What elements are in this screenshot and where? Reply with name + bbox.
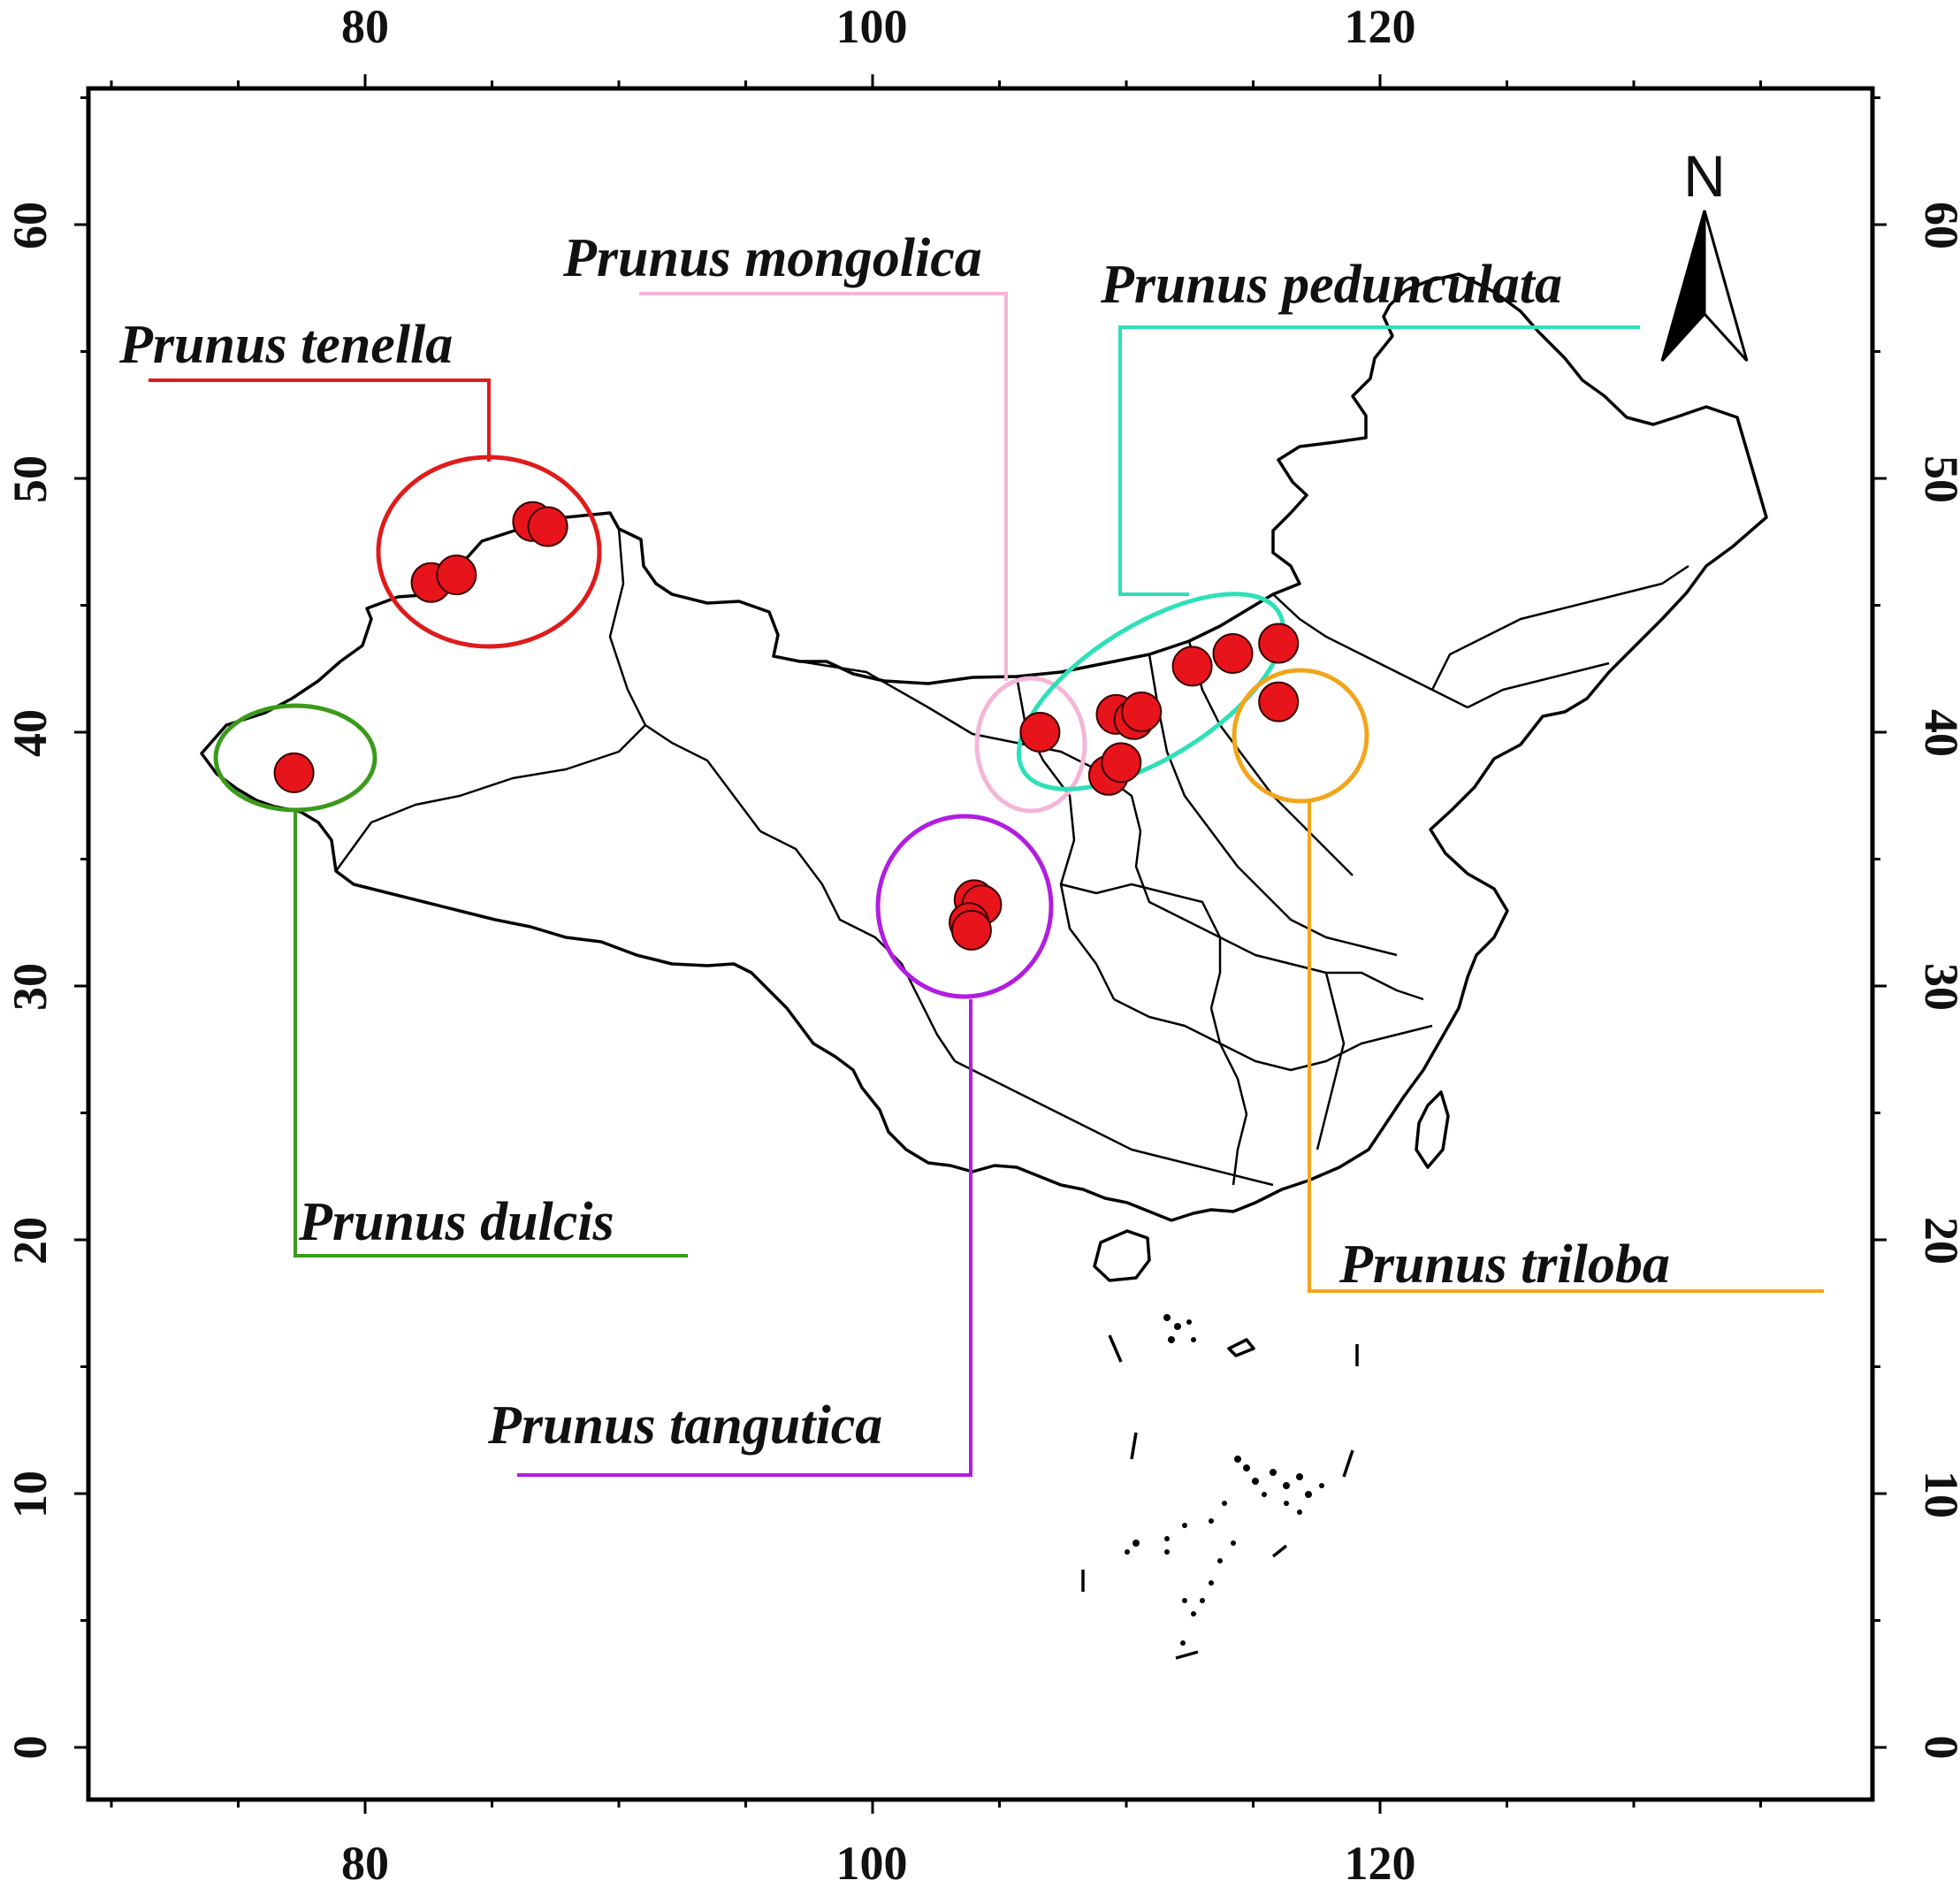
leader-line-mongolica [639, 292, 1008, 681]
occurrence-marker-tangutica [950, 909, 992, 951]
province-boundary [1272, 593, 1468, 709]
range-ellipse-tangutica [875, 814, 1054, 999]
china-outline [200, 272, 1768, 1222]
y-tick-label-left: 20 [4, 1217, 57, 1265]
species-group-tenella: Prunus tenella [118, 315, 602, 649]
occurrence-marker-pedunculata [1258, 681, 1300, 722]
species-label-dulcis: Prunus dulcis [298, 1192, 614, 1252]
species-group-mongolica: Prunus mongolica [562, 228, 1087, 814]
north-arrow: N [1660, 143, 1749, 363]
species-group-triloba: Prunus triloba [1232, 668, 1824, 1295]
occurrence-marker-pedunculata [1101, 742, 1142, 783]
species-label-triloba: Prunus triloba [1338, 1234, 1670, 1295]
occurrence-marker-mongolica [1019, 712, 1061, 753]
north-label: N [1683, 143, 1726, 209]
province-boundary [334, 724, 646, 872]
y-tick-label-right: 60 [1915, 202, 1960, 249]
occurrence-marker-tenella [436, 554, 477, 596]
province-boundary [759, 829, 957, 1062]
species-label-pedunculata: Prunus pedunculata [1100, 255, 1562, 315]
x-axis-top: 80 100 120 [341, 0, 1416, 53]
y-axis-left: 0 10 20 30 40 50 60 [4, 202, 57, 1760]
x-tick-label-top: 80 [341, 0, 389, 53]
leader-line-triloba [1308, 801, 1824, 1293]
species-label-mongolica: Prunus mongolica [562, 228, 982, 288]
y-tick-label-right: 0 [1915, 1736, 1960, 1760]
province-boundary [1316, 972, 1346, 1150]
province-boundary [1148, 654, 1398, 957]
occurrence-marker-tenella [527, 506, 568, 547]
north-arrow-icon [1660, 210, 1749, 363]
occurrence-marker-pedunculata [1212, 633, 1254, 674]
leader-line-dulcis [294, 810, 688, 1257]
range-ellipse-pedunculata [1016, 592, 1286, 791]
range-ellipse-tenella [376, 455, 602, 649]
occurrence-marker-pedunculata [1258, 623, 1300, 664]
plot-frame [86, 86, 1875, 1802]
province-boundary [1467, 661, 1610, 709]
y-tick-label-left: 60 [4, 202, 57, 249]
hainan-island [1093, 1229, 1151, 1282]
province-boundary [799, 660, 1142, 832]
x-tick-label-bottom: 80 [341, 1837, 389, 1888]
province-boundary [608, 528, 761, 832]
leader-line-pedunculata [1118, 325, 1640, 596]
province-boundary [954, 1059, 1274, 1187]
occurrence-marker-pedunculata [1171, 646, 1213, 687]
y-tick-label-left: 50 [4, 455, 57, 503]
leader-line-tangutica [517, 999, 972, 1477]
taiwan-island [1415, 1090, 1450, 1169]
y-tick-label-right: 40 [1915, 709, 1960, 757]
x-tick-label-bottom: 120 [1345, 1837, 1416, 1888]
occurrence-marker-pedunculata [1121, 692, 1163, 732]
x-tick-label-bottom: 100 [836, 1837, 908, 1888]
axis-ticks [74, 74, 1887, 1814]
x-axis-bottom: 80 100 120 [341, 1837, 1416, 1888]
species-label-tangutica: Prunus tangutica [487, 1395, 882, 1456]
south-china-sea-islands [1081, 1314, 1359, 1660]
species-group-pedunculata: Prunus pedunculata [1016, 255, 1640, 791]
range-ellipse-mongolica [974, 676, 1087, 814]
province-boundary [1060, 883, 1222, 938]
province-boundary [1430, 564, 1689, 691]
y-tick-label-left: 0 [4, 1736, 57, 1760]
range-ellipse-triloba [1232, 668, 1369, 804]
y-tick-label-right: 20 [1915, 1217, 1960, 1265]
x-tick-label-top: 120 [1345, 0, 1416, 53]
y-axis-right: 0 10 20 30 40 50 60 [1915, 202, 1960, 1760]
province-boundary [1209, 937, 1248, 1186]
province-boundary [1187, 640, 1354, 876]
y-tick-label-left: 40 [4, 709, 57, 757]
y-tick-label-right: 50 [1915, 455, 1960, 503]
occurrence-markers [273, 501, 1300, 951]
occurrence-marker-dulcis [273, 752, 315, 793]
range-ellipse-dulcis [213, 703, 378, 813]
species-group-tangutica: Prunus tangutica [487, 814, 1054, 1477]
leader-line-tenella [149, 378, 491, 462]
species-label-tenella: Prunus tenella [118, 315, 453, 375]
species-overlay: Prunus tenella Prunus dulcis Prunus mong… [118, 228, 1824, 1477]
y-tick-label-right: 10 [1915, 1471, 1960, 1518]
province-boundary [1134, 830, 1424, 1001]
species-group-dulcis: Prunus dulcis [213, 703, 688, 1257]
china-basemap [200, 272, 1768, 1660]
y-tick-label-left: 30 [4, 963, 57, 1011]
y-tick-label-left: 10 [4, 1471, 57, 1518]
x-tick-label-top: 100 [836, 0, 908, 53]
y-tick-label-right: 30 [1915, 963, 1960, 1011]
province-boundary [1113, 998, 1433, 1072]
